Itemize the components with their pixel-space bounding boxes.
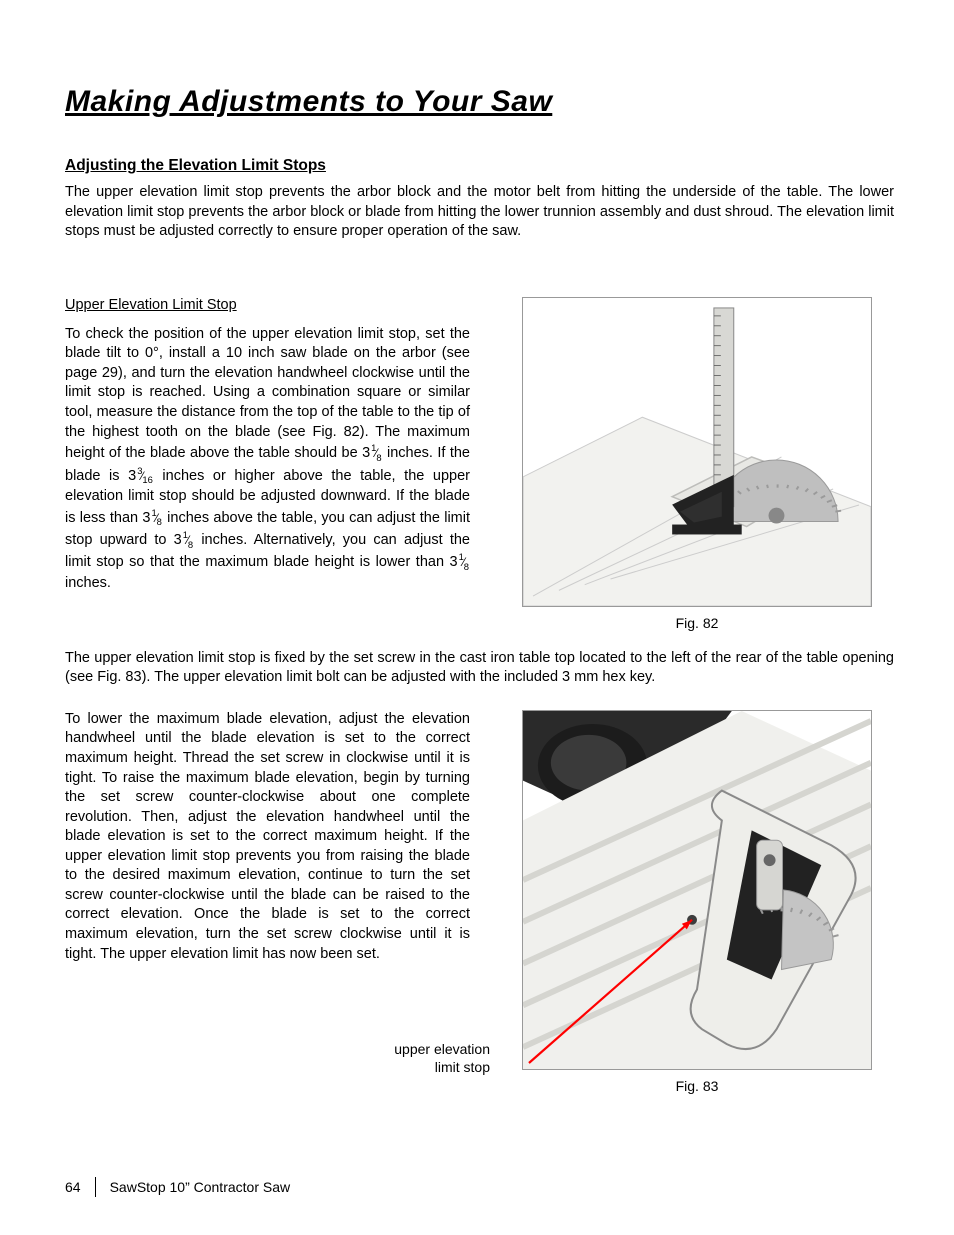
paragraph-1: To check the position of the upper eleva…: [65, 325, 470, 594]
frac1-d: 8: [376, 452, 381, 463]
col-fig-83: Fig. 83: [500, 710, 894, 1094]
footer-text: SawStop 10” Contractor Saw: [110, 1179, 291, 1195]
col-text-2: To lower the maximum blade elevation, ad…: [65, 710, 470, 1094]
page-title: Making Adjustments to Your Saw: [65, 85, 894, 119]
paragraph-2: The upper elevation limit stop is fixed …: [65, 649, 894, 688]
para1-f: inches.: [65, 575, 111, 591]
paragraph-3: To lower the maximum blade elevation, ad…: [65, 710, 470, 964]
annotation-upper-elevation: upper elevation limit stop: [350, 1040, 490, 1076]
footer-page-number: 64: [65, 1179, 81, 1195]
para1-a: To check the position of the upper eleva…: [65, 326, 470, 461]
sub-heading-upper: Upper Elevation Limit Stop: [65, 297, 470, 313]
section-heading: Adjusting the Elevation Limit Stops: [65, 157, 894, 175]
annot-line2: limit stop: [435, 1059, 490, 1075]
frac3-n: 1: [151, 507, 156, 518]
fig82-caption: Fig. 82: [676, 615, 719, 631]
fig83-caption: Fig. 83: [676, 1078, 719, 1094]
frac2-d: 16: [142, 474, 152, 485]
col-text-1: Upper Elevation Limit Stop To check the …: [65, 297, 470, 631]
col-fig-82: Fig. 82: [500, 297, 894, 631]
figure-83: [522, 710, 872, 1070]
frac4-d: 8: [188, 539, 193, 550]
footer-separator: [95, 1177, 96, 1197]
row-fig83: To lower the maximum blade elevation, ad…: [65, 710, 894, 1094]
frac3-d: 8: [157, 516, 162, 527]
figure-82: [522, 297, 872, 607]
row-upper-limit: Upper Elevation Limit Stop To check the …: [65, 297, 894, 631]
intro-paragraph: The upper elevation limit stop prevents …: [65, 183, 894, 242]
page-footer: 64 SawStop 10” Contractor Saw: [65, 1177, 290, 1197]
annot-line1: upper elevation: [394, 1041, 490, 1057]
frac5-d: 8: [464, 561, 469, 572]
